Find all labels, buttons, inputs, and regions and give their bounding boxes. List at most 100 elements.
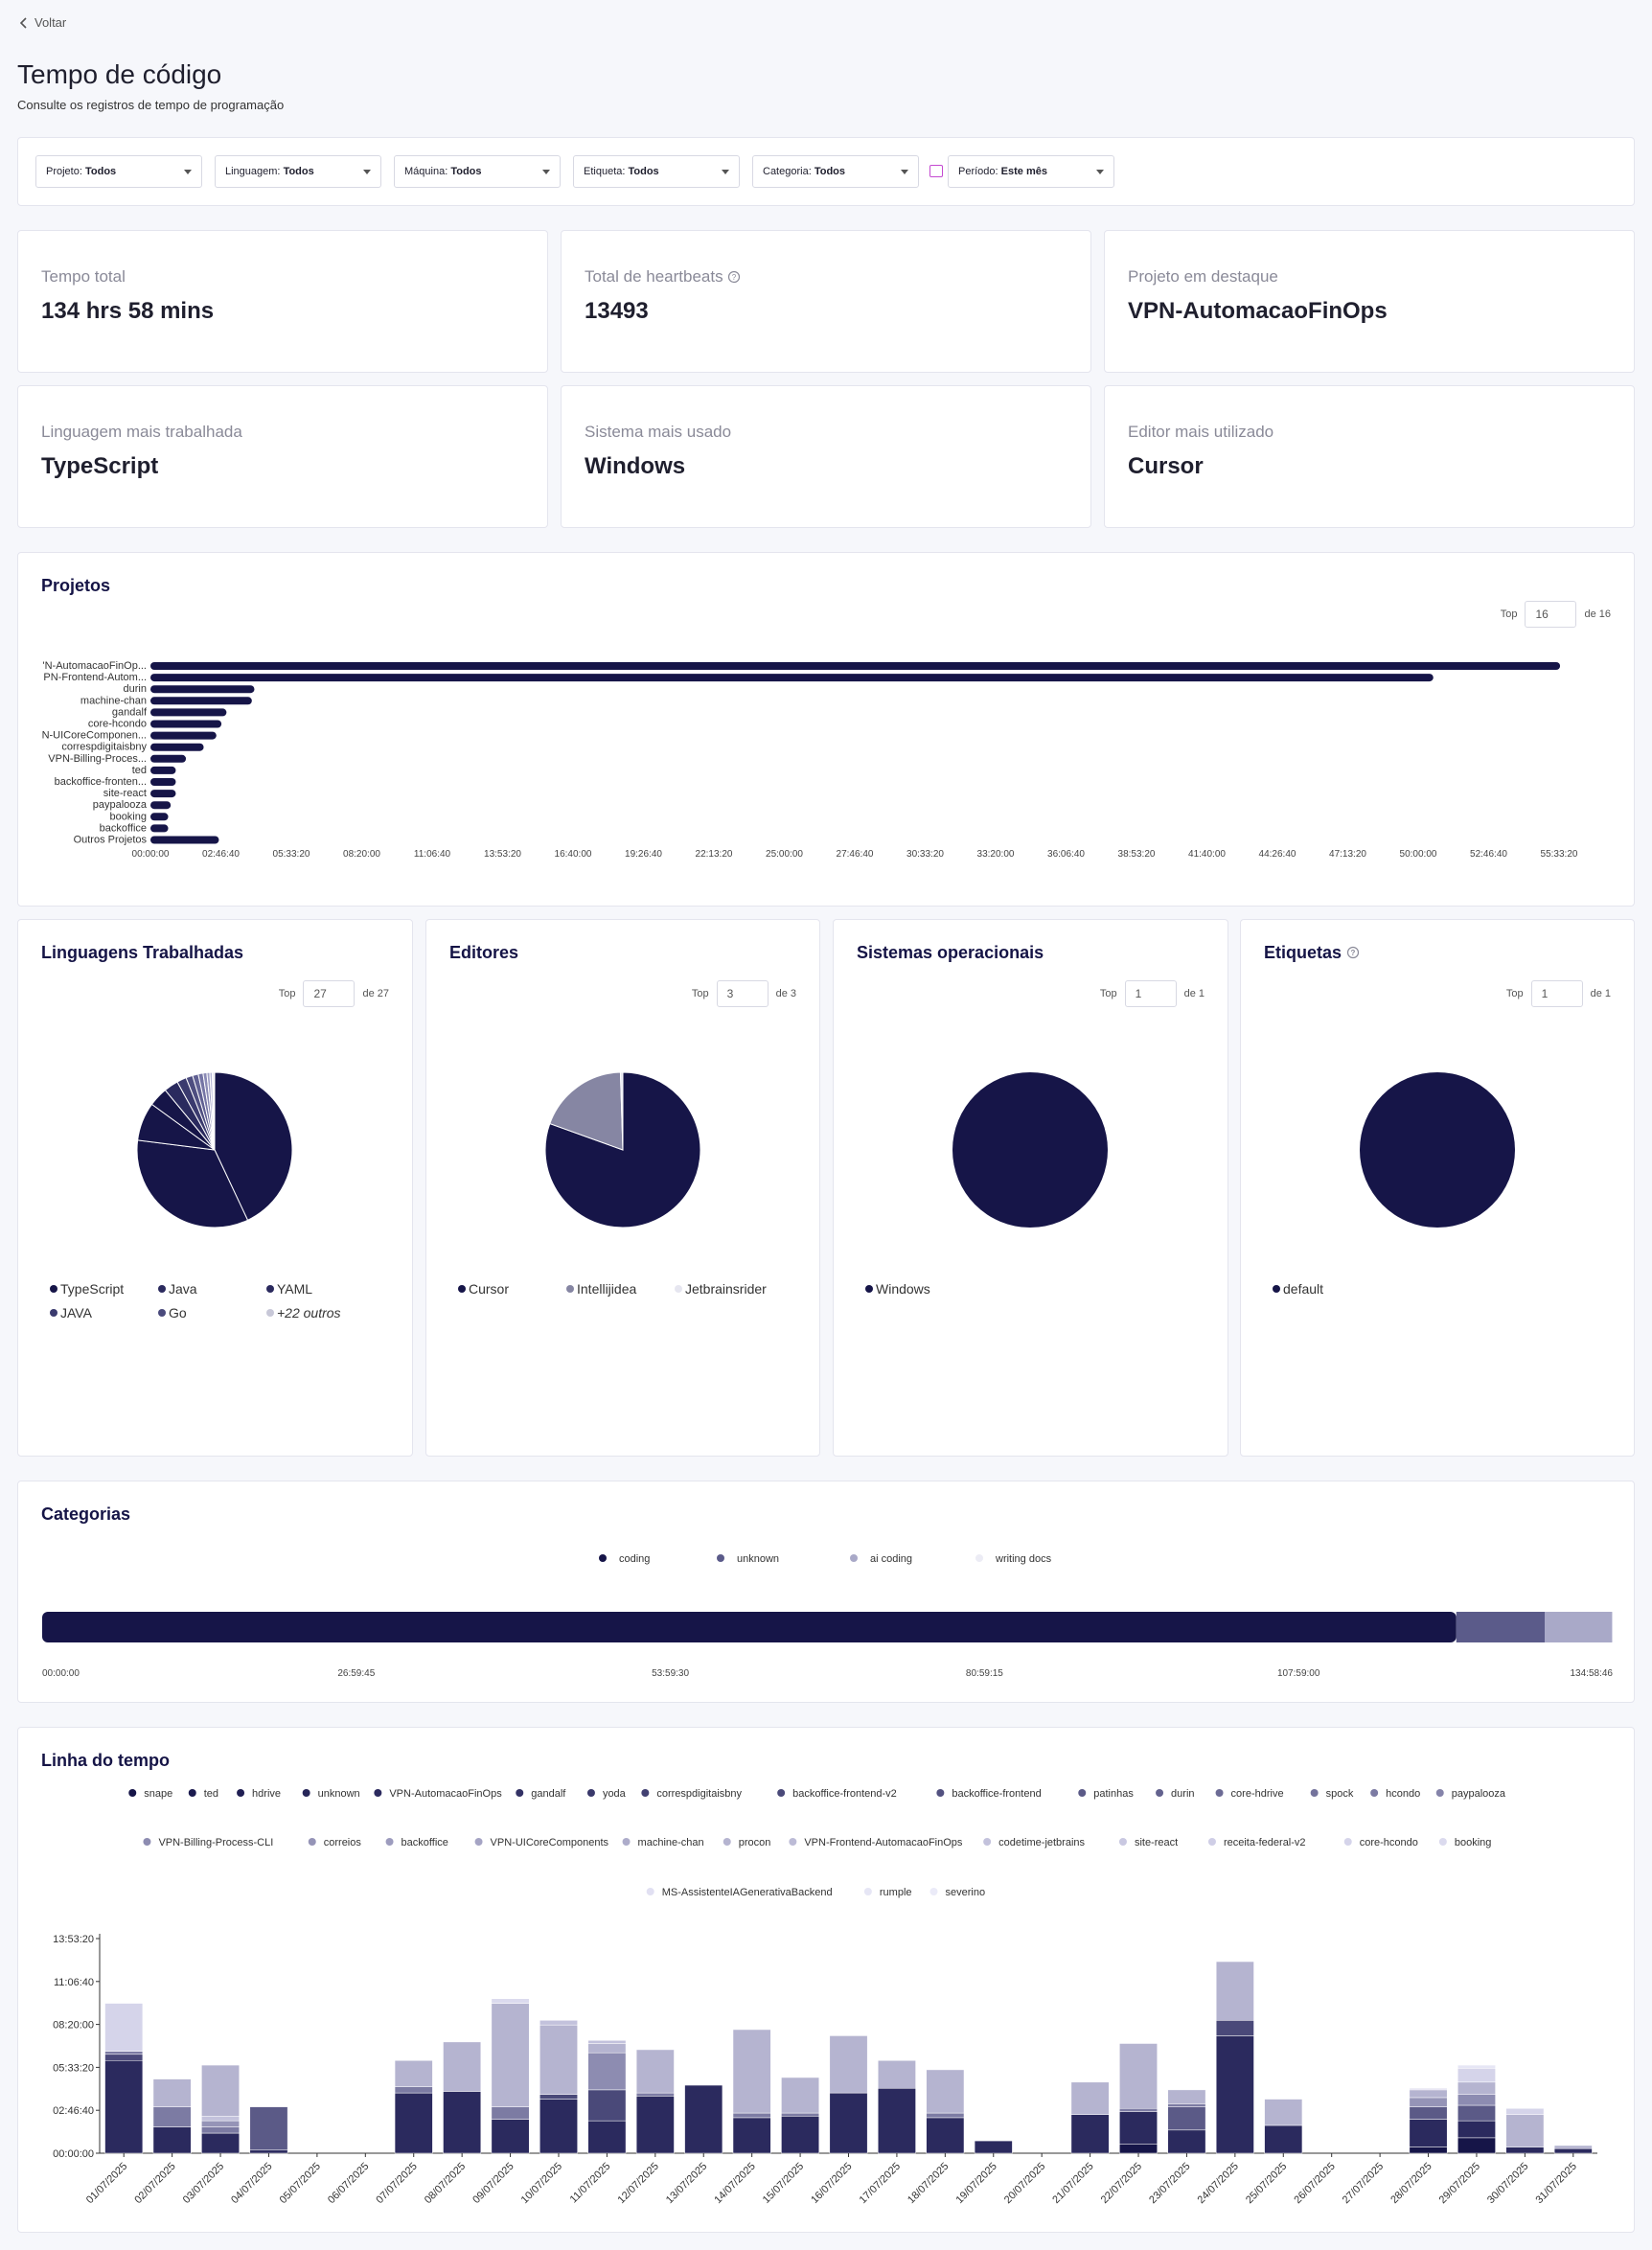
legend-dot	[717, 1554, 724, 1562]
projects-card: Projetos Top 16 de 16 'N-AutomacaoFinOp.…	[17, 552, 1635, 907]
x-tick-label: 08:20:00	[343, 849, 380, 860]
filter-projeto[interactable]: Projeto: Todos	[35, 155, 202, 188]
timeline-bar-segment	[539, 2094, 578, 2100]
project-label: PN-Frontend-Autom...	[43, 672, 147, 683]
project-label: backoffice	[100, 822, 147, 834]
legend-label: VPN-Billing-Process-CLI	[158, 1837, 273, 1848]
legend-label: yoda	[603, 1788, 627, 1800]
project-label: Outros Projetos	[74, 835, 148, 846]
top-input[interactable]: 1	[1530, 980, 1583, 1007]
x-tick-label: 22/07/2025	[1099, 2161, 1144, 2206]
timeline-bar-segment	[829, 2092, 868, 2154]
project-bar	[150, 674, 1434, 682]
filter-maquina[interactable]: Máquina: Todos	[394, 155, 561, 188]
calendar-icon	[929, 165, 943, 177]
filter-categoria[interactable]: Categoria: Todos	[752, 155, 919, 188]
timeline-bar-segment	[1167, 2106, 1206, 2131]
filter-periodo-value: Este mês	[1000, 166, 1047, 177]
stat-value: VPN-AutomacaoFinOps	[1128, 298, 1388, 324]
of-label: de 16	[1584, 608, 1611, 620]
caret-down-icon	[722, 169, 729, 174]
x-tick-label: 19/07/2025	[953, 2161, 998, 2206]
legend-dot	[586, 1789, 595, 1797]
timeline-bar-segment	[1457, 2137, 1496, 2154]
x-tick-label: 53:59:30	[652, 1668, 689, 1679]
timeline-bar-segment	[1119, 2144, 1158, 2154]
x-tick-label: 23/07/2025	[1147, 2161, 1192, 2206]
timeline-bar-segment	[1409, 2106, 1448, 2120]
timeline-bar-segment	[104, 2054, 144, 2061]
top-input[interactable]: 16	[1525, 601, 1577, 628]
legend-label: spock	[1326, 1788, 1354, 1800]
caret-down-icon	[184, 169, 192, 174]
timeline-bar-segment	[1167, 2089, 1206, 2104]
project-bar	[150, 801, 172, 810]
filter-linguagem[interactable]: Linguagem: Todos	[215, 155, 381, 188]
x-tick-label: 29/07/2025	[1437, 2161, 1482, 2206]
filter-periodo[interactable]: Período: Este mês	[948, 155, 1114, 188]
filter-linguagem-value: Todos	[283, 166, 314, 177]
timeline-bar-segment	[1215, 2035, 1254, 2154]
top-input[interactable]: 1	[1124, 980, 1177, 1007]
x-tick-label: 15/07/2025	[761, 2161, 806, 2206]
legend-dot	[599, 1554, 607, 1562]
project-bar	[150, 754, 187, 763]
back-link[interactable]: Voltar	[19, 15, 66, 30]
timeline-bar-segment	[201, 2064, 240, 2117]
stat-label: Sistema mais usado	[585, 423, 732, 441]
categories-bar-chart: coding unknown ai coding writing docs 00:00:…	[42, 1553, 1614, 1679]
legend-dot	[158, 1285, 166, 1293]
x-tick-label: 44:26:40	[1259, 849, 1296, 860]
legend-dot	[936, 1789, 945, 1797]
top-selector: Top 27 de 27	[279, 980, 389, 1007]
timeline-bar-segment	[587, 2043, 627, 2054]
legend-label: site-react	[1135, 1837, 1178, 1848]
legend-dot	[1435, 1789, 1444, 1797]
legend-dot	[374, 1789, 382, 1797]
project-label: ted	[132, 765, 147, 776]
legend-label: hdrive	[252, 1788, 281, 1800]
x-tick-label: 02/07/2025	[132, 2161, 177, 2206]
stat-value: Windows	[585, 453, 686, 479]
project-label: durin	[124, 683, 147, 695]
x-tick-label: 00:00:00	[132, 849, 170, 860]
x-tick-label: 04/07/2025	[229, 2161, 274, 2206]
timeline-bar-segment	[1553, 2147, 1593, 2154]
top-label: Top	[1505, 988, 1524, 999]
x-tick-label: 41:40:00	[1188, 849, 1226, 860]
legend-label: VPN-UICoreComponents	[491, 1837, 609, 1848]
section-title: Linha do tempo	[41, 1751, 170, 1770]
legend-label: patinhas	[1093, 1788, 1134, 1800]
filter-categoria-label: Categoria:	[763, 166, 812, 177]
filter-categoria-value: Todos	[814, 166, 846, 177]
top-input[interactable]: 3	[716, 980, 769, 1007]
filter-etiqueta-text: Etiqueta: Todos	[584, 166, 659, 177]
legend-label: hcondo	[1386, 1788, 1420, 1800]
filters-bar: Projeto: Todos Linguagem: Todos Máquina:…	[17, 137, 1635, 206]
filter-etiqueta[interactable]: Etiqueta: Todos	[573, 155, 740, 188]
x-tick-label: 134:58:46	[1571, 1668, 1614, 1679]
filter-periodo-text: Período: Este mês	[958, 166, 1047, 177]
timeline-bar-segment	[781, 2116, 819, 2154]
timeline-bar-segment	[1167, 2103, 1206, 2107]
help-icon[interactable]: ?	[727, 270, 741, 284]
legend-dot	[474, 1838, 483, 1846]
x-tick-label: 11:06:40	[414, 849, 451, 860]
timeline-bar-segment	[539, 2099, 578, 2154]
timeline-bar-segment	[974, 2140, 1013, 2154]
legend-dot	[975, 1554, 983, 1562]
top-input[interactable]: 27	[303, 980, 356, 1007]
top-selector: Top 3 de 3	[692, 980, 796, 1007]
x-tick-label: 07/07/2025	[374, 2161, 419, 2206]
stat-label: Tempo total	[41, 267, 126, 286]
top-label: Top	[691, 988, 709, 999]
timeline-bar-segment	[1505, 2114, 1545, 2147]
help-icon[interactable]: ?	[1346, 946, 1360, 959]
pie-slice	[952, 1072, 1108, 1228]
timeline-bar-segment	[1119, 2043, 1158, 2109]
legend-label: severino	[946, 1887, 986, 1898]
x-tick-label: 30/07/2025	[1485, 2161, 1530, 2206]
section-title: Categorias	[41, 1504, 131, 1524]
stat-label: Projeto em destaque	[1128, 267, 1278, 286]
legend-label: +22 outros	[277, 1305, 341, 1320]
